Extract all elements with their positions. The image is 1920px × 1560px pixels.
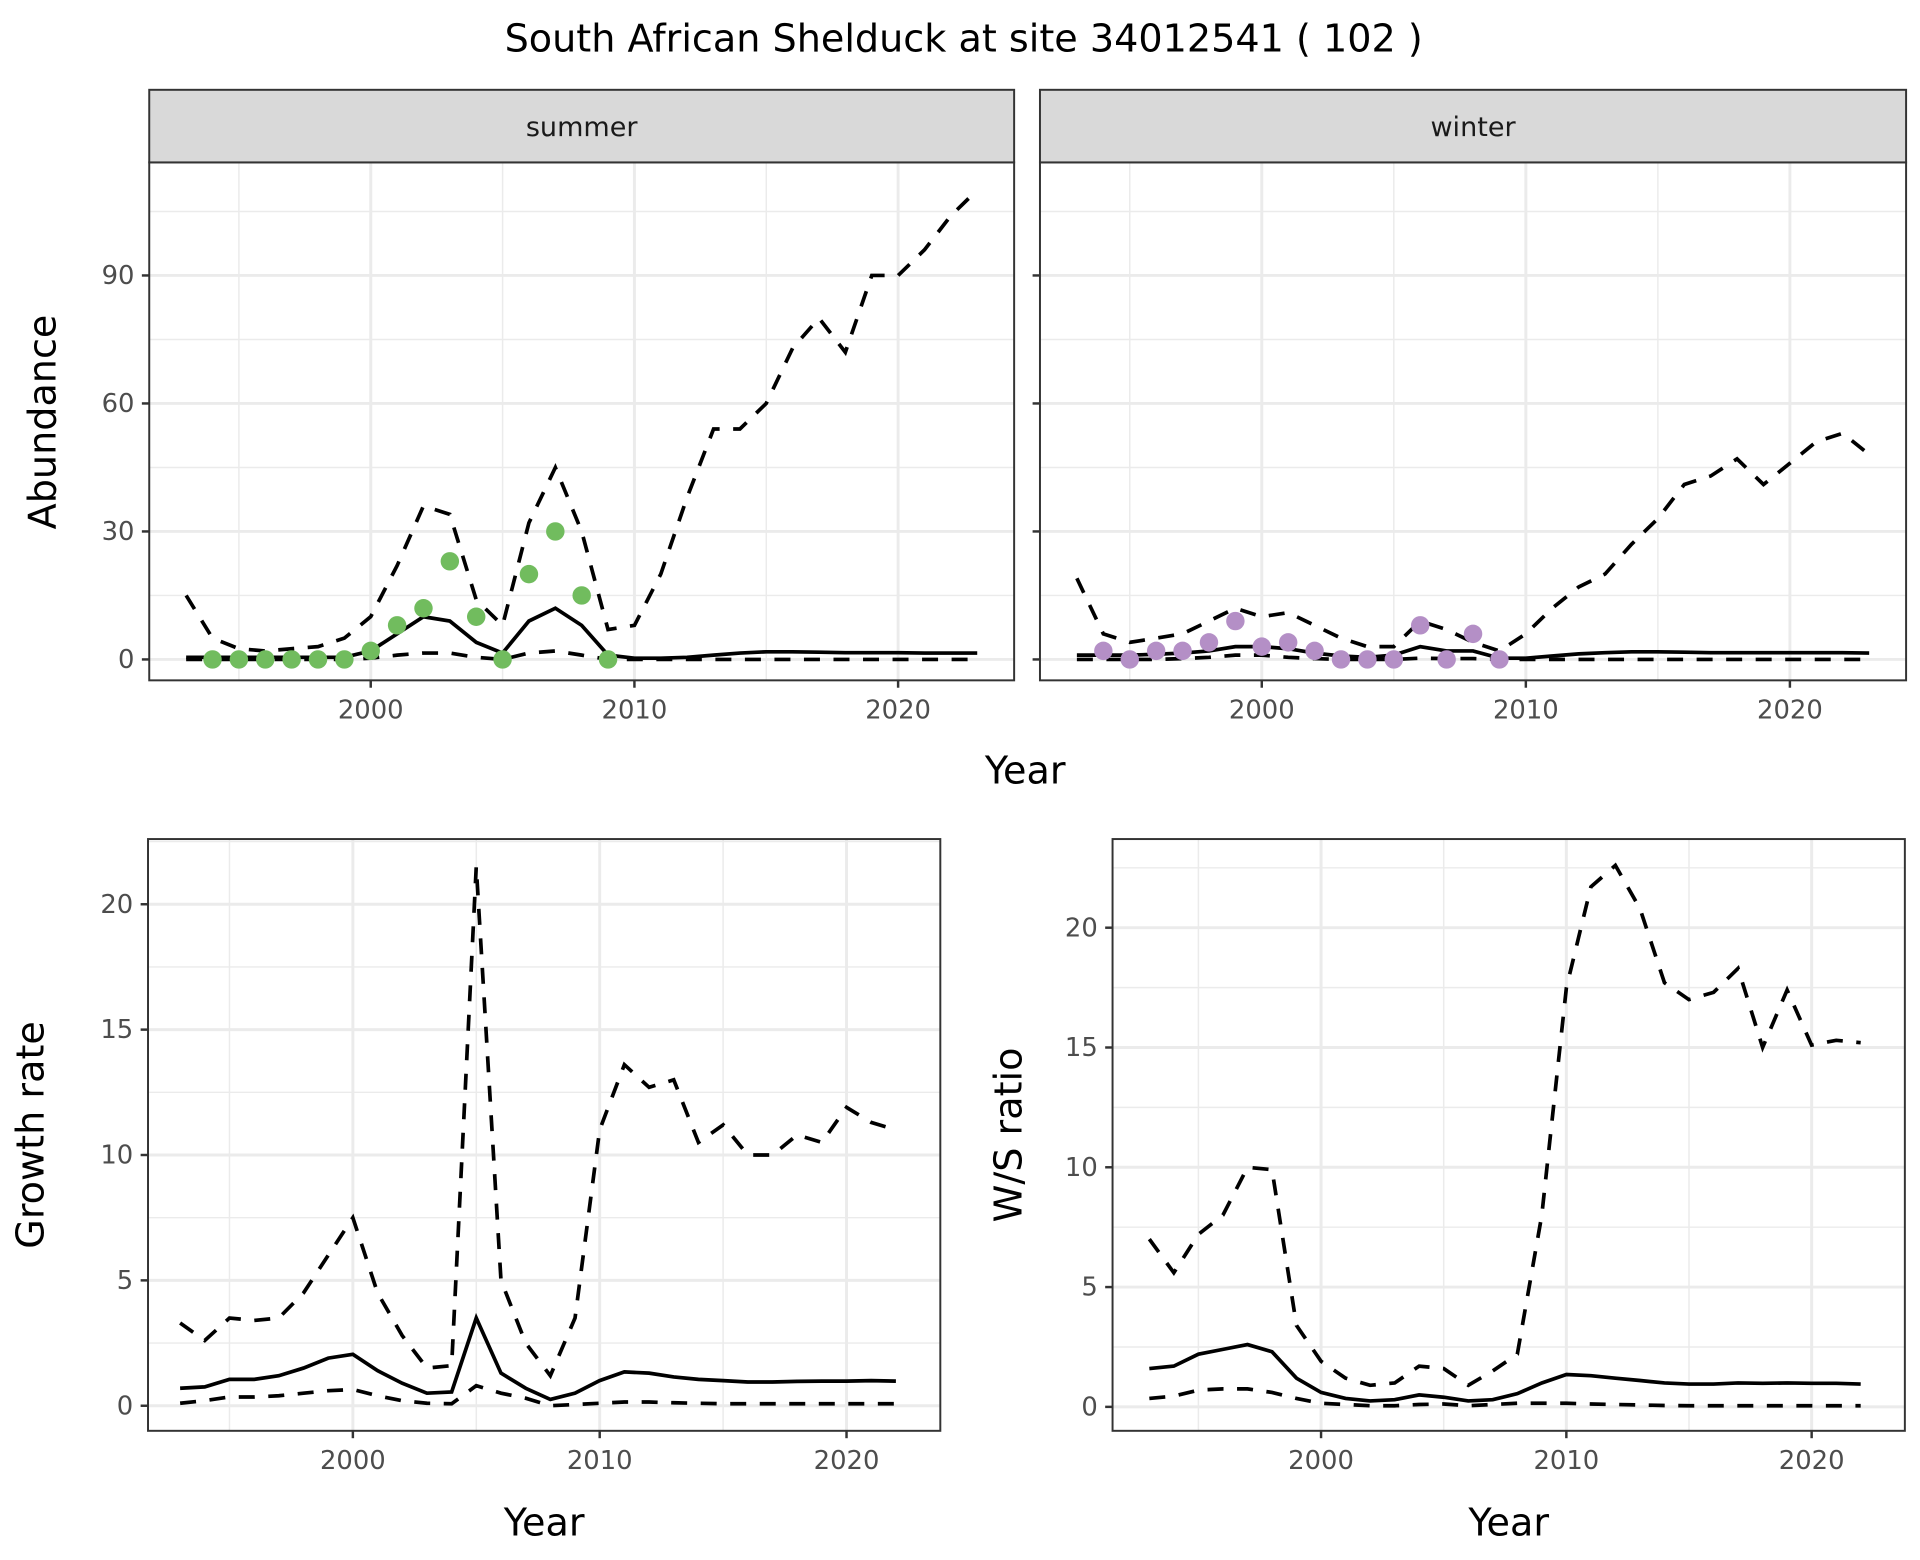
mean-line bbox=[180, 1312, 896, 1402]
data-point bbox=[282, 650, 301, 669]
lower-bound-line bbox=[1149, 1387, 1861, 1408]
y-tick-label: 15 bbox=[100, 1015, 133, 1045]
data-point bbox=[308, 650, 328, 669]
y-axis-title: W/S ratio bbox=[987, 1048, 1031, 1223]
y-tick-label: 10 bbox=[1065, 1153, 1098, 1183]
x-tick-label: 2000 bbox=[338, 695, 404, 725]
data-point bbox=[1331, 650, 1351, 669]
y-tick-label: 10 bbox=[100, 1141, 133, 1171]
mean-line bbox=[1149, 1342, 1861, 1403]
facet-strip bbox=[1038, 88, 1908, 164]
data-point bbox=[1173, 641, 1192, 661]
y-tick-label: 5 bbox=[117, 1266, 133, 1296]
chart-title: South African Shelduck at site 34012541 … bbox=[505, 17, 1423, 61]
y-tick-label: 15 bbox=[1065, 1033, 1098, 1063]
x-tick-label: 2020 bbox=[1757, 695, 1823, 725]
x-tick-label: 2000 bbox=[1288, 1446, 1354, 1476]
data-point bbox=[1146, 641, 1166, 661]
panel-border bbox=[1111, 838, 1906, 1432]
data-point bbox=[1305, 641, 1324, 661]
x-tick-label: 2000 bbox=[320, 1446, 386, 1476]
y-axis-title: Growth rate bbox=[8, 1021, 52, 1249]
panel-1: 2000 2010 2020 0 30 60 90 summer Abundance bbox=[21, 88, 1016, 725]
y-axis-title: Abundance bbox=[21, 315, 65, 530]
data-point bbox=[440, 552, 460, 571]
y-tick-label: 60 bbox=[102, 389, 135, 419]
y-tick-label: 20 bbox=[1065, 913, 1098, 943]
data-point bbox=[203, 650, 222, 669]
x-tick-label: 2010 bbox=[602, 695, 668, 725]
y-tick-label: 30 bbox=[102, 517, 135, 547]
data-point bbox=[493, 650, 512, 669]
data-point bbox=[1384, 650, 1404, 669]
data-point bbox=[1120, 650, 1139, 669]
data-point bbox=[1490, 650, 1509, 669]
x-tick-label: 2020 bbox=[1779, 1446, 1845, 1476]
data-point bbox=[598, 650, 618, 669]
x-tick-label: 2010 bbox=[567, 1446, 633, 1476]
data-point bbox=[1199, 633, 1219, 652]
data-point bbox=[229, 650, 249, 669]
data-point bbox=[1358, 650, 1377, 669]
y-tick-label: 5 bbox=[1081, 1273, 1097, 1303]
data-point bbox=[361, 641, 380, 661]
upper-bound-line bbox=[1075, 431, 1871, 653]
panel-3: 2000 2010 2020 0 5 10 15 20 Year Growth rate bbox=[8, 838, 942, 1544]
data-point bbox=[1226, 611, 1245, 631]
data-point bbox=[414, 599, 433, 618]
x-axis-title: Year bbox=[503, 1500, 585, 1544]
y-tick-label: 0 bbox=[1081, 1392, 1097, 1422]
x-axis-title-top: Year bbox=[984, 749, 1066, 793]
y-tick-label: 0 bbox=[117, 1391, 133, 1421]
data-point bbox=[519, 564, 539, 584]
lower-bound-line bbox=[179, 1383, 896, 1408]
data-point bbox=[572, 586, 591, 605]
x-tick-label: 2010 bbox=[1533, 1446, 1599, 1476]
data-point bbox=[466, 607, 486, 627]
data-point bbox=[387, 616, 407, 635]
x-tick-label: 2010 bbox=[1493, 695, 1559, 725]
upper-bound-line bbox=[1147, 862, 1861, 1388]
upper-bound-line bbox=[184, 188, 979, 653]
data-point bbox=[546, 522, 565, 541]
y-tick-label: 0 bbox=[118, 645, 134, 675]
data-point bbox=[335, 650, 354, 669]
data-point bbox=[1252, 637, 1272, 656]
y-tick-label: 90 bbox=[102, 261, 135, 291]
data-point bbox=[256, 650, 275, 669]
data-point bbox=[1278, 633, 1298, 652]
lower-bound-line bbox=[1076, 653, 1870, 662]
x-tick-label: 2020 bbox=[865, 695, 931, 725]
x-tick-label: 2000 bbox=[1229, 695, 1295, 725]
data-point bbox=[1463, 624, 1483, 644]
data-point bbox=[1437, 650, 1456, 669]
data-point bbox=[1410, 616, 1430, 635]
x-tick-label: 2020 bbox=[814, 1446, 880, 1476]
plot-area bbox=[1039, 162, 1907, 681]
panel-border bbox=[147, 838, 942, 1432]
y-tick-label: 20 bbox=[100, 890, 133, 920]
plot-area bbox=[148, 839, 941, 1431]
facet-strip-label: summer bbox=[526, 112, 639, 143]
facet-strip bbox=[148, 88, 1016, 164]
data-point bbox=[1094, 641, 1113, 661]
facet-strip-label: winter bbox=[1430, 112, 1516, 143]
plot-area bbox=[1112, 839, 1905, 1431]
x-axis-title: Year bbox=[1467, 1500, 1549, 1544]
panel-4: 2000 2010 2020 0 5 10 15 20 Year W/S ratio bbox=[987, 838, 1906, 1544]
panel-2: 2000 2010 2020 winter bbox=[1032, 88, 1908, 725]
